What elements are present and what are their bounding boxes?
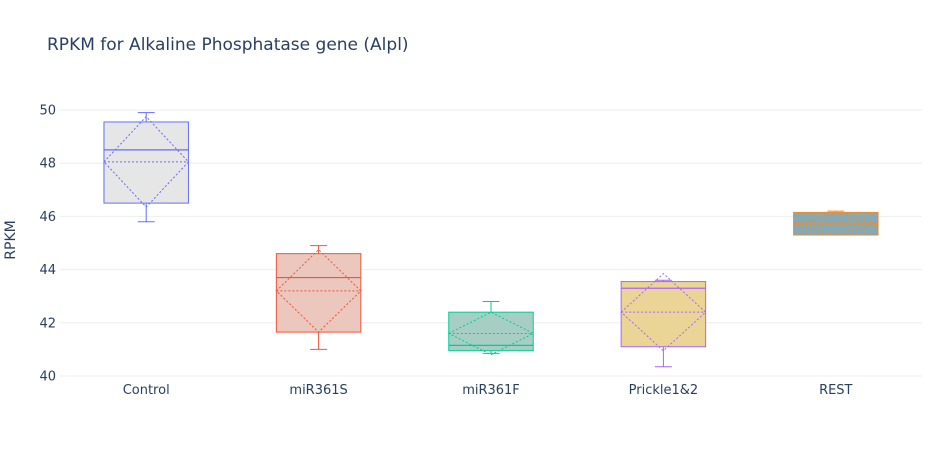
- y-tick-label: 50: [39, 104, 56, 119]
- box-control: [103, 112, 190, 223]
- box-rect: [103, 121, 189, 204]
- x-tick-label: Prickle1&2: [629, 383, 699, 398]
- sd-diamond: [447, 311, 535, 356]
- y-axis-ticks: 40 42 44 46 48 50: [39, 104, 56, 385]
- box-rect: [620, 281, 707, 348]
- box-prickle1-2: [620, 272, 707, 368]
- box-rect: [275, 253, 362, 333]
- y-tick-label: 44: [39, 263, 56, 278]
- sd-diamond: [791, 212, 880, 237]
- box-rest: [791, 210, 880, 237]
- boxes: [103, 112, 880, 368]
- x-tick-label: Control: [123, 383, 170, 398]
- box-rect: [448, 311, 534, 352]
- sd-diamond: [103, 115, 190, 208]
- x-tick-label: REST: [819, 383, 852, 398]
- box-mir361s: [275, 245, 362, 350]
- sd-diamond: [275, 248, 362, 333]
- y-tick-label: 46: [39, 210, 56, 225]
- x-tick-label: miR361F: [462, 383, 520, 398]
- chart-title: RPKM for Alkaline Phosphatase gene (Alpl…: [47, 35, 409, 55]
- box-rect: [793, 211, 879, 236]
- box-mir361f: [447, 301, 535, 356]
- y-tick-label: 48: [39, 157, 56, 172]
- gridlines: [60, 109, 922, 377]
- y-tick-label: 40: [39, 370, 56, 385]
- x-axis-ticks: Control miR361S miR361F Prickle1&2 REST: [123, 383, 853, 398]
- y-tick-label: 42: [39, 316, 56, 331]
- y-axis-title: RPKM: [3, 220, 19, 259]
- x-tick-label: miR361S: [289, 383, 347, 398]
